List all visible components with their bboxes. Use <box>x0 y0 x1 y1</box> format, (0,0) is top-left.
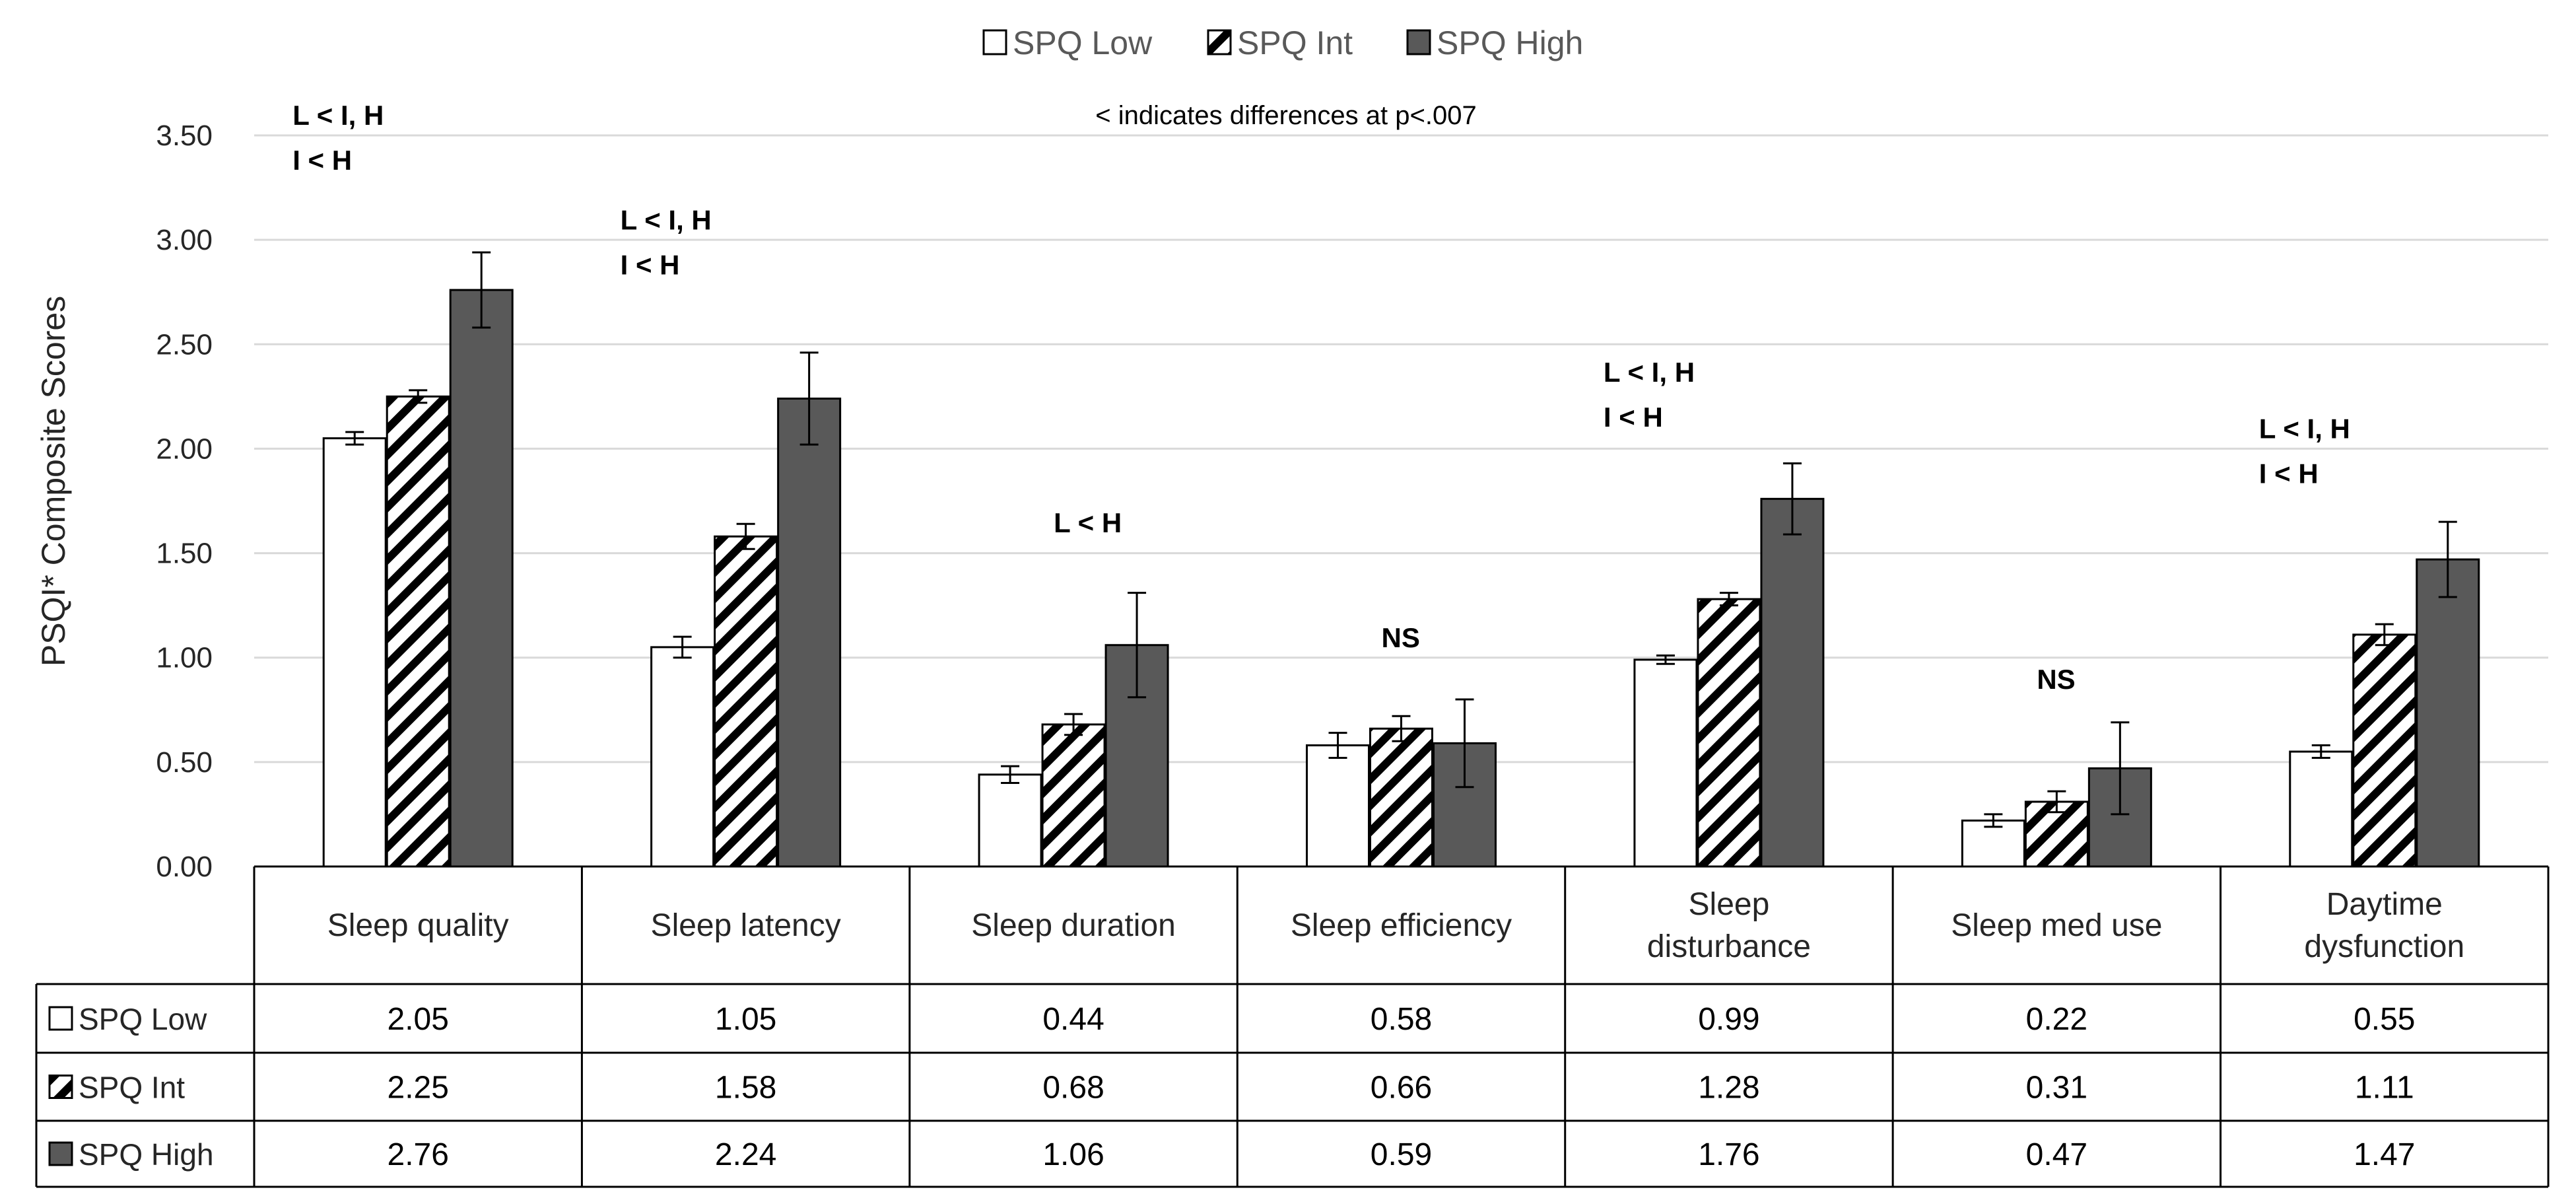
y-tick-label: 0.00 <box>156 851 213 883</box>
category-label: Daytime <box>2326 887 2443 922</box>
significance-annotation: NS <box>1382 622 1420 653</box>
legend-label: SPQ Int <box>1237 24 1353 61</box>
bar-spq-int <box>1697 598 1761 868</box>
table-cell: 1.05 <box>715 1002 776 1037</box>
bar-spq-int <box>1369 727 1433 868</box>
significance-annotation: I < H <box>292 145 352 176</box>
significance-annotation: L < I, H <box>2259 413 2350 444</box>
bar-spq-low <box>1306 744 1370 868</box>
y-tick-label: 3.00 <box>156 224 213 256</box>
bar-spq-int <box>386 395 450 868</box>
category-label: Sleep med use <box>1951 908 2162 943</box>
bar-spq-low <box>1633 658 1698 868</box>
table-cell: 0.31 <box>2026 1071 2087 1106</box>
legend-label: SPQ High <box>1437 24 1583 61</box>
row-label: SPQ Low <box>79 1002 207 1036</box>
y-tick-label: 1.50 <box>156 538 213 570</box>
legend-swatch <box>982 29 1007 55</box>
bar-spq-high <box>449 289 514 868</box>
table-cell: 0.47 <box>2026 1137 2087 1172</box>
table-cell: 2.76 <box>388 1137 449 1172</box>
bar-spq-int <box>2352 633 2417 868</box>
category-label: disturbance <box>1647 929 1811 964</box>
bar-spq-high <box>777 398 842 868</box>
significance-annotation: I < H <box>621 249 680 280</box>
significance-note: < indicates differences at p<.007 <box>1095 101 1476 130</box>
table-cell: 0.58 <box>1371 1002 1432 1037</box>
legend-swatch <box>1207 29 1232 55</box>
category-label: Sleep quality <box>327 908 509 943</box>
bar-spq-low <box>2289 750 2354 868</box>
significance-annotation: L < H <box>1054 507 1122 538</box>
y-tick-label: 2.00 <box>156 433 213 465</box>
y-tick-label: 0.50 <box>156 746 213 779</box>
category-label: Sleep duration <box>971 908 1176 943</box>
row-swatch <box>48 1141 73 1166</box>
significance-annotation: L < I, H <box>1604 357 1695 388</box>
table-cell: 2.24 <box>715 1137 776 1172</box>
row-swatch <box>48 1075 73 1099</box>
table-cell: 0.66 <box>1371 1071 1432 1106</box>
legend-label: SPQ Low <box>1013 24 1153 61</box>
table-cell: 1.11 <box>2355 1071 2414 1106</box>
category-label: Sleep <box>1689 887 1770 922</box>
bar-spq-low <box>322 437 387 868</box>
significance-annotation: L < I, H <box>292 100 384 131</box>
row-label: SPQ High <box>79 1137 214 1172</box>
bar-spq-high <box>2416 558 2480 868</box>
bar-spq-int <box>1041 723 1106 868</box>
bar-spq-high <box>1760 497 1825 868</box>
y-tick-label: 2.50 <box>156 328 213 361</box>
table-cell: 0.22 <box>2026 1002 2087 1037</box>
significance-annotation: NS <box>2037 664 2075 695</box>
significance-annotation: I < H <box>2259 458 2319 489</box>
table-cell: 1.58 <box>715 1071 776 1106</box>
y-tick-label: 3.50 <box>156 120 213 152</box>
significance-annotation: I < H <box>1604 402 1663 433</box>
row-label: SPQ Int <box>79 1071 185 1105</box>
table-cell: 0.99 <box>1698 1002 1759 1037</box>
table-cell: 2.25 <box>388 1071 449 1106</box>
table-cell: 0.59 <box>1371 1137 1432 1172</box>
table-cell: 0.68 <box>1042 1071 1104 1106</box>
bar-spq-low <box>650 646 715 868</box>
table-cell: 1.76 <box>1698 1137 1759 1172</box>
category-label: Sleep latency <box>651 908 841 943</box>
bar-spq-int <box>714 535 778 868</box>
significance-annotation: L < I, H <box>621 204 712 235</box>
category-label: Sleep efficiency <box>1291 908 1512 943</box>
legend-swatch <box>1406 29 1431 55</box>
table-cell: 1.47 <box>2354 1137 2415 1172</box>
table-cell: 0.44 <box>1042 1002 1104 1037</box>
category-label: dysfunction <box>2304 929 2464 964</box>
y-tick-label: 1.00 <box>156 642 213 674</box>
table-cell: 0.55 <box>2354 1002 2415 1037</box>
bar-spq-low <box>978 773 1042 868</box>
table-cell: 1.06 <box>1042 1137 1104 1172</box>
table-cell: 1.28 <box>1698 1071 1759 1106</box>
y-axis-label: PSQI* Composite Scores <box>35 296 72 666</box>
row-swatch <box>48 1006 73 1031</box>
table-cell: 2.05 <box>388 1002 449 1037</box>
